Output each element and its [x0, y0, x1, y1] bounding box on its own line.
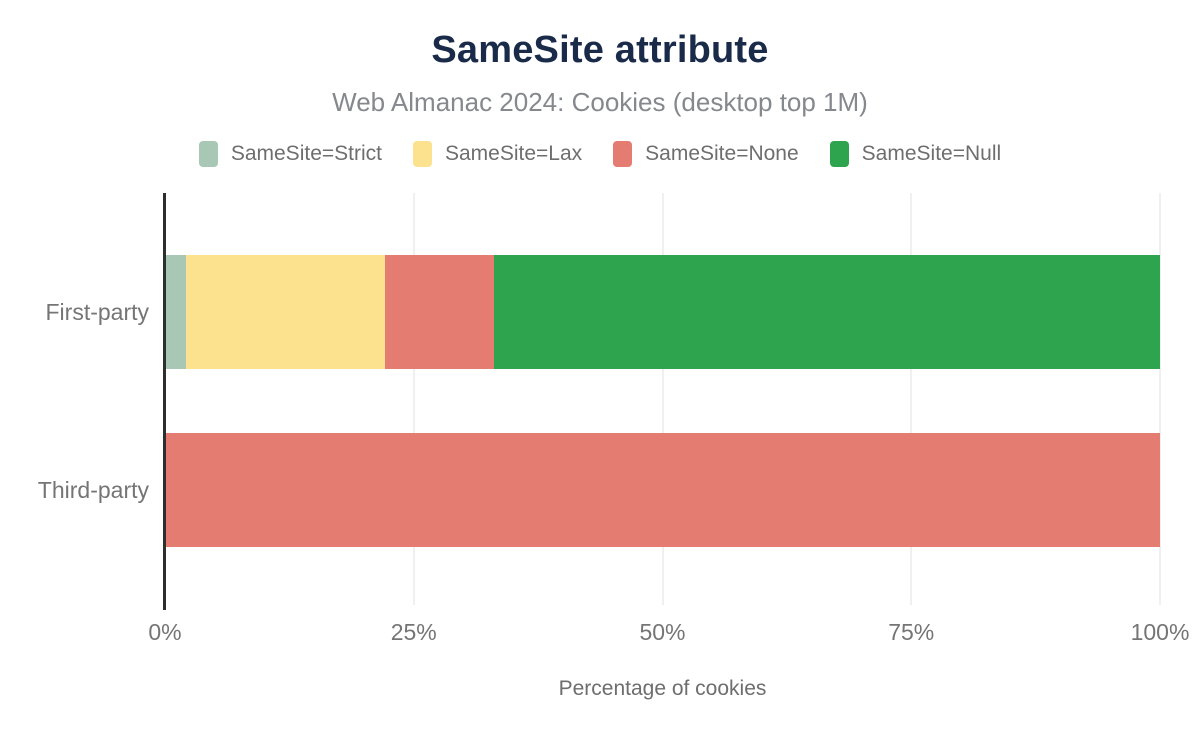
bar-row	[166, 433, 1160, 547]
bar-segment	[384, 255, 494, 369]
category-label: Third-party	[37, 476, 149, 503]
legend-label: SameSite=None	[645, 142, 799, 165]
legend-swatch	[198, 141, 218, 167]
gridline	[1159, 193, 1161, 605]
x-tick-label: 75%	[888, 619, 935, 645]
legend-item: SameSite=Strict	[198, 141, 382, 167]
plot-area: Percentage of cookies 0% 25% 50% 75% 100% Fir…	[38, 193, 1189, 700]
chart-subtitle: Web Almanac 2024: Cookies (desktop top 1…	[332, 87, 868, 117]
legend-label: SameSite=Null	[861, 142, 1002, 165]
x-tick-label: 50%	[639, 619, 686, 645]
x-tick-label: 100%	[1130, 619, 1190, 645]
x-axis-title: Percentage of cookies	[558, 677, 767, 700]
bar-segment	[494, 255, 1160, 369]
legend-item: SameSite=Lax	[412, 141, 583, 167]
category-label: First-party	[45, 298, 150, 325]
gridline	[412, 193, 415, 605]
legend-swatch	[412, 141, 432, 167]
gridline	[661, 193, 664, 605]
legend-item: SameSite=Null	[829, 141, 1002, 167]
legend-swatch	[613, 141, 633, 167]
legend-swatch	[829, 141, 849, 167]
x-tick-label: 0%	[148, 619, 182, 645]
legend: SameSite=Strict SameSite=Lax SameSite=None…	[0, 141, 1200, 167]
bar-segment	[166, 433, 1160, 547]
legend-item: SameSite=None	[613, 141, 799, 167]
bar-segment	[166, 255, 186, 369]
legend-label: SameSite=Strict	[230, 142, 382, 165]
bar-row	[166, 255, 1160, 369]
y-axis-line	[163, 193, 166, 610]
chart-title: SameSite attribute	[431, 29, 769, 71]
bar-segment	[185, 255, 385, 369]
x-tick-label: 25%	[390, 619, 437, 645]
gridline	[910, 193, 913, 605]
legend-label: SameSite=Lax	[444, 142, 583, 165]
